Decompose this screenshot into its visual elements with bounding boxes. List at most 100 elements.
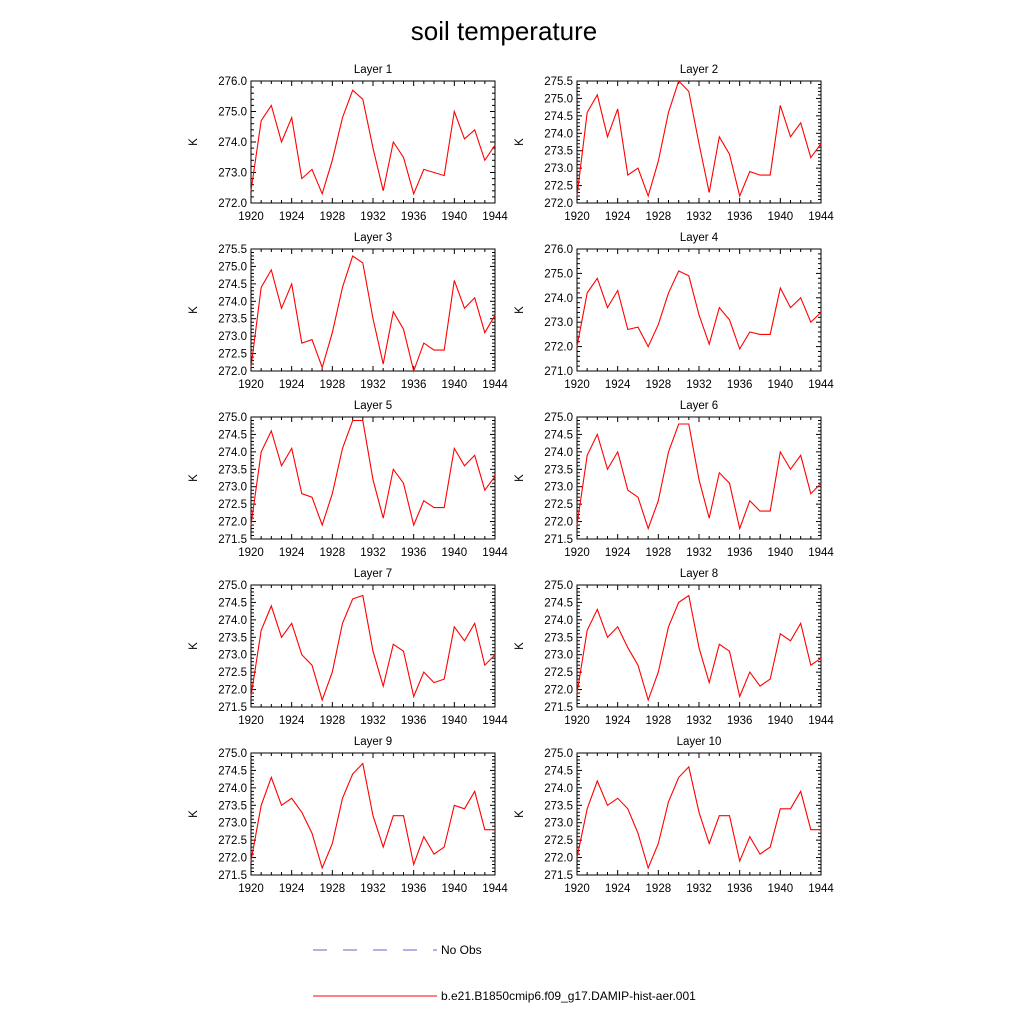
series-line xyxy=(250,255,496,373)
y-tick-label: 271.5 xyxy=(218,870,247,882)
x-tick-label: 1928 xyxy=(320,379,346,391)
y-tick-label: 272.5 xyxy=(544,835,573,847)
x-tick-label: 1932 xyxy=(360,547,386,559)
y-tick-label: 273.5 xyxy=(544,146,573,158)
panel-title: Layer 6 xyxy=(680,400,718,412)
y-tick-label: 276.0 xyxy=(218,76,247,88)
x-tick-label: 1944 xyxy=(808,883,834,895)
y-tick-label: 273.0 xyxy=(544,482,573,494)
y-tick-label: 274.5 xyxy=(218,279,247,291)
panel-title: Layer 8 xyxy=(680,568,718,580)
x-tick-label: 1936 xyxy=(401,715,427,727)
panel-layer-5: 1920 1924 1928 1932 1936 1940 1944 271.5 272.0 27… xyxy=(188,400,508,559)
x-tick-label: 1932 xyxy=(686,379,712,391)
y-tick-label: 274.5 xyxy=(218,765,247,777)
series-line xyxy=(250,419,496,527)
y-tick-label: 275.0 xyxy=(218,261,247,273)
x-tick-label: 1944 xyxy=(482,379,508,391)
y-axis-label: K xyxy=(188,138,200,146)
legend-label-no-obs: No Obs xyxy=(441,943,482,957)
series-line xyxy=(576,270,822,351)
y-tick-label: 272.0 xyxy=(544,853,573,865)
y-tick-label: 273.0 xyxy=(218,168,247,180)
x-tick-label: 1932 xyxy=(686,211,712,223)
y-tick-label: 272.5 xyxy=(544,181,573,193)
y-axis-label: K xyxy=(188,474,200,482)
y-tick-label: 274.5 xyxy=(218,429,247,441)
panel-layer-7: 1920 1924 1928 1932 1936 1940 1944 271.5 272.0 27… xyxy=(188,568,508,727)
y-tick-label: 274.0 xyxy=(544,293,573,305)
x-tick-label: 1924 xyxy=(279,379,305,391)
panel-layer-2: 1920 1924 1928 1932 1936 1940 1944 272.0 272.5 27… xyxy=(514,64,834,223)
plot-frame xyxy=(250,584,496,708)
y-tick-label: 272.5 xyxy=(544,667,573,679)
x-tick-label: 1940 xyxy=(768,547,794,559)
x-tick-label: 1932 xyxy=(360,211,386,223)
series-line xyxy=(576,423,822,531)
x-tick-label: 1928 xyxy=(646,883,672,895)
x-tick-label: 1920 xyxy=(238,547,264,559)
y-tick-label: 271.5 xyxy=(218,534,247,546)
series-line xyxy=(250,762,495,870)
y-tick-label: 274.0 xyxy=(218,615,247,627)
x-tick-label: 1928 xyxy=(646,379,672,391)
y-tick-label: 273.0 xyxy=(544,317,573,329)
x-tick-label: 1932 xyxy=(360,379,386,391)
x-tick-label: 1936 xyxy=(727,715,753,727)
legend: No Obs b.e21.B1850cmip6.f09_g17.DAMIP-hi… xyxy=(313,943,696,1003)
x-tick-label: 1932 xyxy=(360,883,386,895)
y-tick-label: 274.0 xyxy=(544,615,573,627)
y-tick-label: 276.0 xyxy=(544,244,573,256)
y-tick-label: 274.0 xyxy=(218,447,247,459)
x-tick-label: 1920 xyxy=(564,883,590,895)
x-tick-label: 1924 xyxy=(279,715,305,727)
x-tick-label: 1936 xyxy=(727,547,753,559)
x-tick-label: 1936 xyxy=(727,883,753,895)
x-tick-label: 1944 xyxy=(482,883,508,895)
panel-layer-9: 1920 1924 1928 1932 1936 1940 1944 271.5 272.0 27… xyxy=(188,736,508,895)
y-tick-label: 272.0 xyxy=(544,198,573,210)
y-tick-label: 274.0 xyxy=(218,137,247,149)
y-tick-label: 275.0 xyxy=(218,107,247,119)
y-tick-label: 275.0 xyxy=(544,268,573,280)
x-tick-label: 1936 xyxy=(401,547,427,559)
x-tick-label: 1936 xyxy=(727,379,753,391)
y-tick-label: 274.0 xyxy=(218,783,247,795)
panel-layer-6: 1920 1924 1928 1932 1936 1940 1944 271.5 272.0 27… xyxy=(514,400,834,559)
x-tick-label: 1944 xyxy=(482,547,508,559)
panel-title: Layer 3 xyxy=(354,232,392,244)
x-tick-label: 1920 xyxy=(564,211,590,223)
x-tick-label: 1924 xyxy=(279,547,305,559)
y-tick-label: 274.0 xyxy=(544,128,573,140)
y-tick-label: 272.5 xyxy=(218,667,247,679)
y-tick-label: 274.0 xyxy=(544,447,573,459)
x-tick-label: 1920 xyxy=(564,547,590,559)
y-tick-label: 273.5 xyxy=(544,632,573,644)
x-tick-label: 1944 xyxy=(482,715,508,727)
x-tick-label: 1928 xyxy=(646,211,672,223)
x-tick-label: 1944 xyxy=(808,211,834,223)
x-tick-label: 1920 xyxy=(238,883,264,895)
plot-frame xyxy=(250,80,496,204)
panel-layer-3: 1920 1924 1928 1932 1936 1940 1944 272.0 272.5 27… xyxy=(188,232,508,391)
panel-title: Layer 5 xyxy=(354,400,392,412)
series-line xyxy=(250,594,496,702)
x-tick-label: 1920 xyxy=(564,379,590,391)
y-axis-label: K xyxy=(514,642,526,650)
y-tick-label: 274.5 xyxy=(544,765,573,777)
y-tick-label: 275.0 xyxy=(218,748,247,760)
y-tick-label: 273.5 xyxy=(218,314,247,326)
x-tick-label: 1924 xyxy=(279,883,305,895)
y-axis-label: K xyxy=(514,474,526,482)
y-tick-label: 272.0 xyxy=(544,517,573,529)
panel-title: Layer 9 xyxy=(354,736,392,748)
y-axis-label: K xyxy=(188,642,200,650)
series-line xyxy=(576,79,822,198)
y-tick-label: 273.0 xyxy=(218,650,247,662)
x-tick-label: 1920 xyxy=(238,715,264,727)
y-tick-label: 274.0 xyxy=(218,296,247,308)
x-tick-label: 1932 xyxy=(686,715,712,727)
panel-title: Layer 10 xyxy=(677,736,722,748)
panel-grid: 1920 1924 1928 1932 1936 1940 1944 272.0 273.0 27… xyxy=(188,64,834,895)
